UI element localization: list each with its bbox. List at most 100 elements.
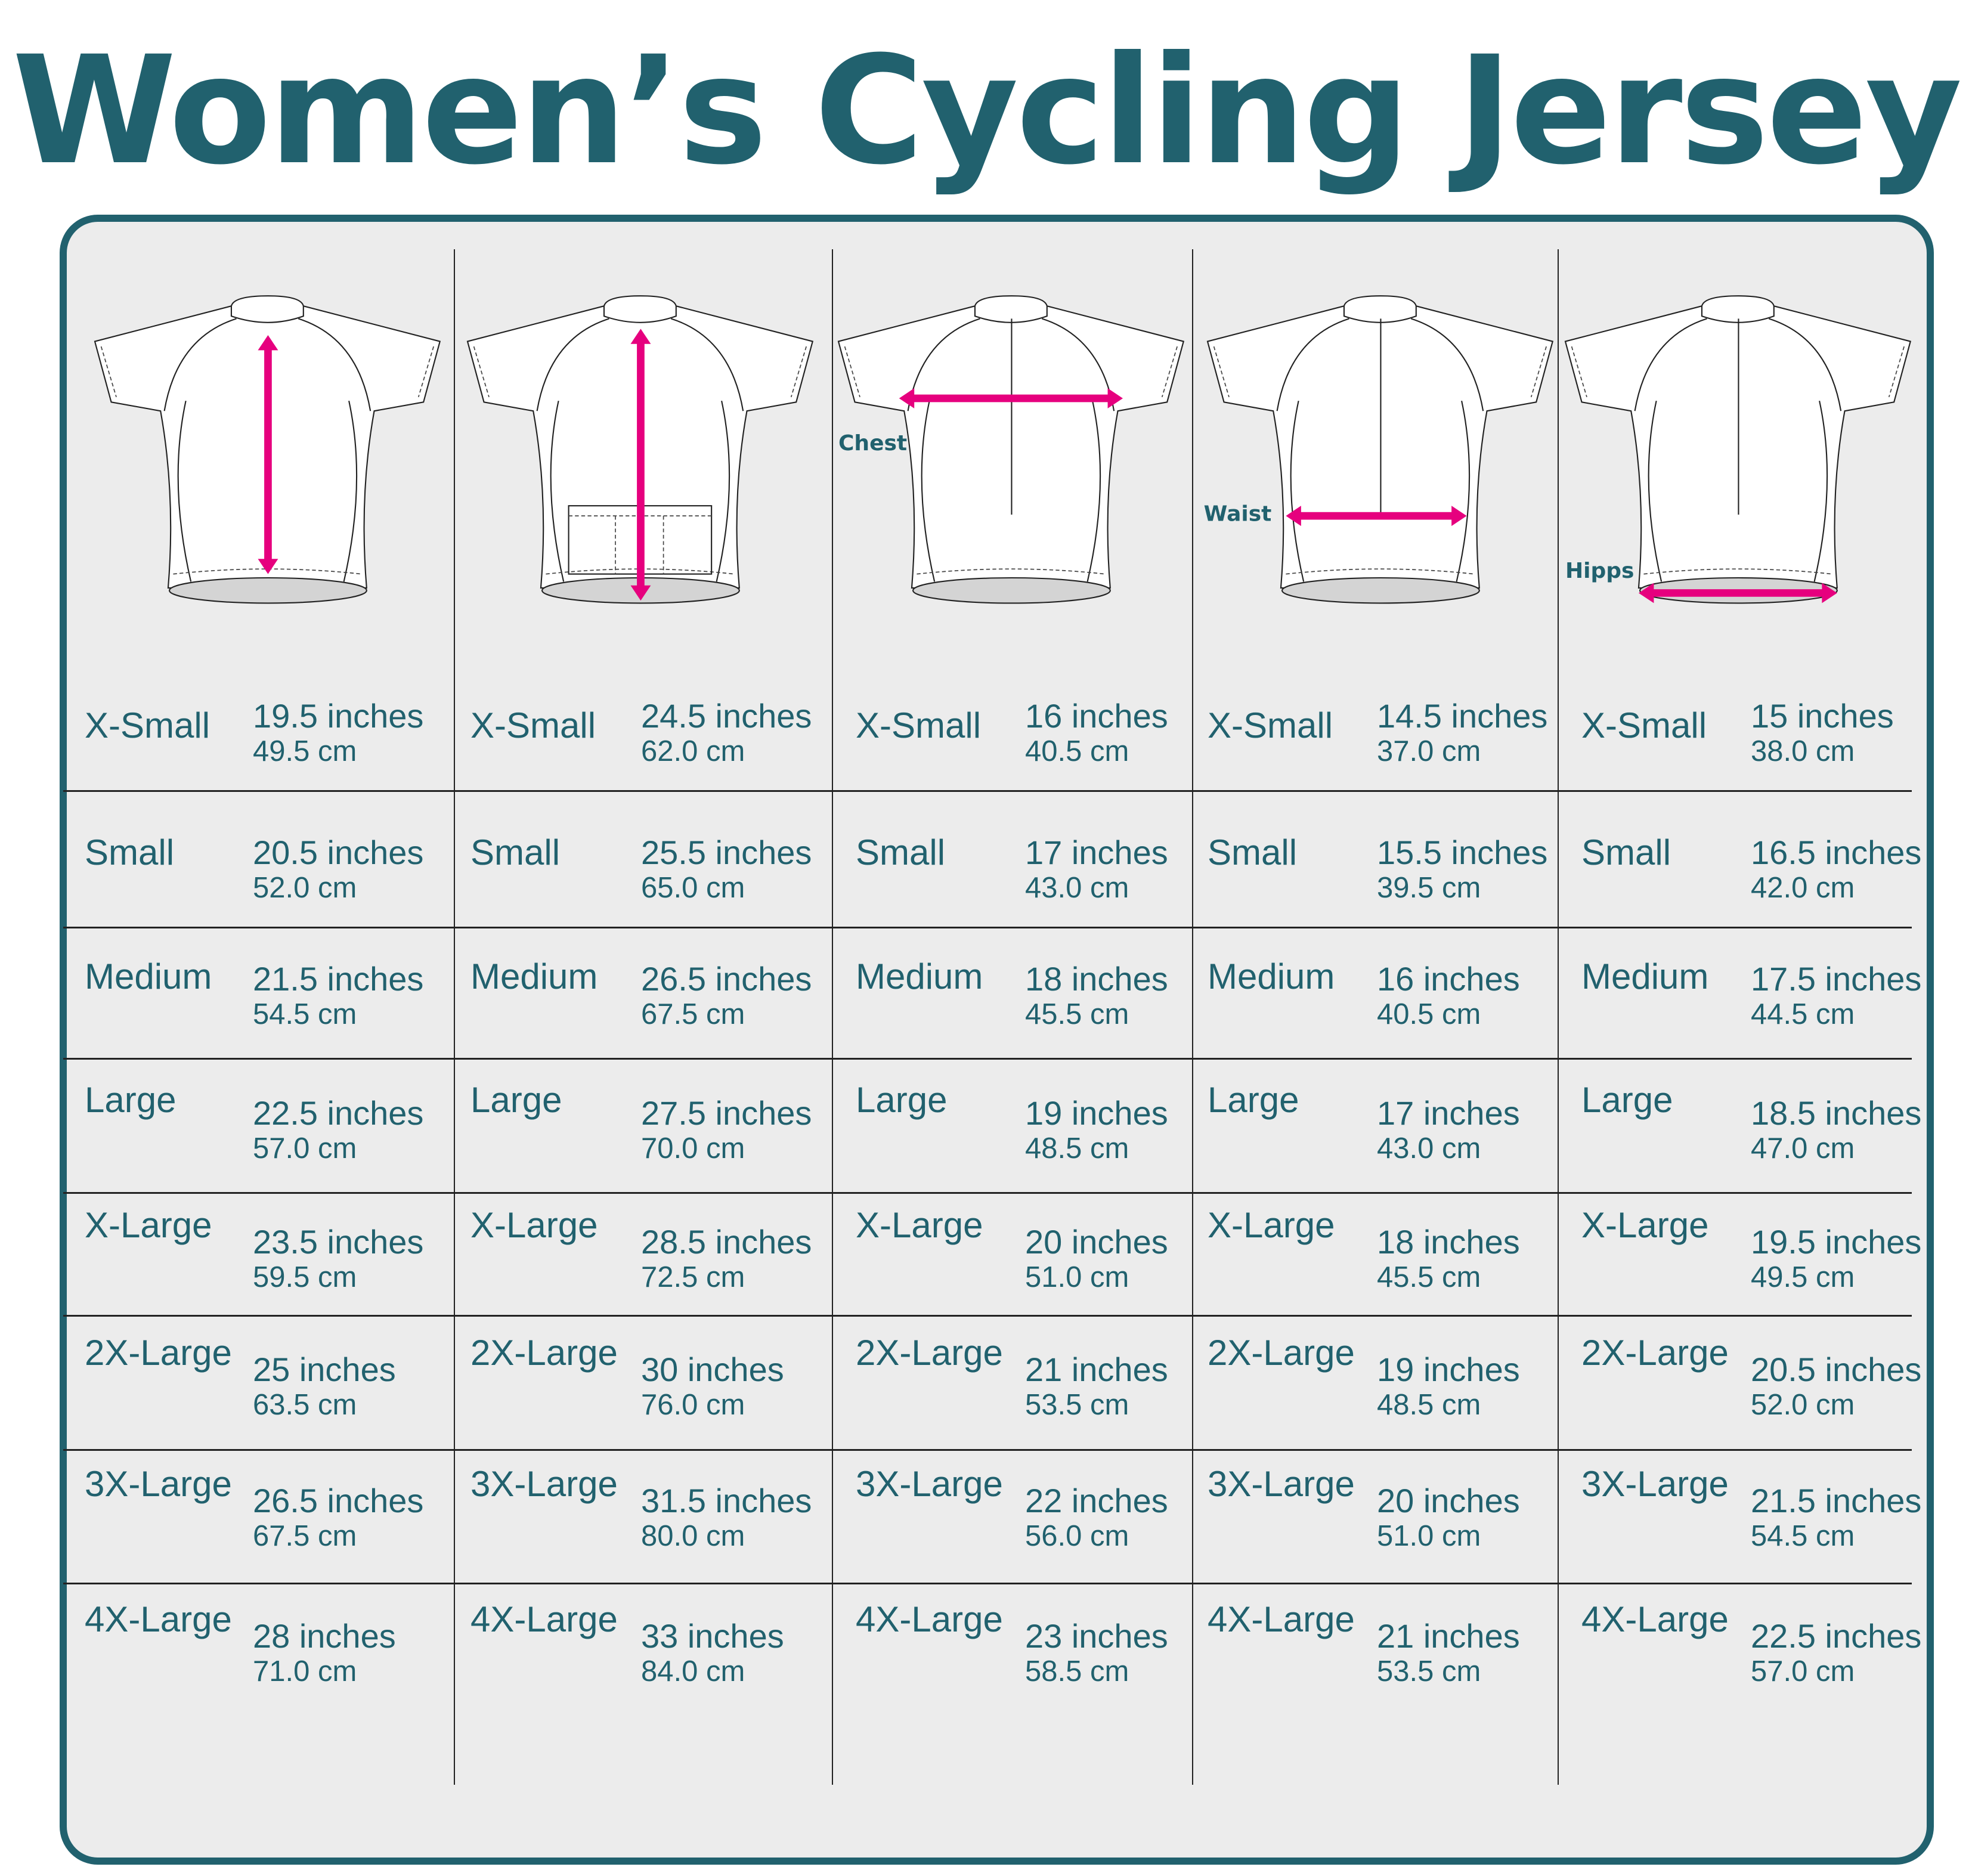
inches-value: 24.5 inches: [641, 697, 812, 735]
size-label: 2X-Large: [1208, 1333, 1355, 1373]
size-label: X-Small: [470, 705, 596, 745]
inches-value: 17.5 inches: [1751, 960, 1922, 998]
inches-value: 19.5 inches: [1751, 1223, 1922, 1261]
arrowhead: [630, 329, 651, 344]
size-label: Small: [1208, 832, 1298, 872]
size-label: X-Small: [1581, 705, 1707, 745]
cm-value: 48.5 cm: [1377, 1389, 1481, 1421]
inches-value: 16 inches: [1025, 697, 1168, 735]
column-divider: [454, 249, 455, 1785]
inches-value: 17 inches: [1025, 834, 1168, 871]
size-label: X-Small: [856, 705, 982, 745]
size-label: Small: [1581, 832, 1671, 872]
cm-value: 45.5 cm: [1377, 1261, 1481, 1293]
cm-value: 48.5 cm: [1025, 1132, 1129, 1165]
size-label: 2X-Large: [470, 1333, 618, 1373]
row-divider: [63, 927, 1912, 928]
cm-value: 71.0 cm: [253, 1655, 357, 1688]
size-label: Large: [470, 1080, 562, 1120]
inches-value: 23.5 inches: [253, 1223, 424, 1261]
cm-value: 76.0 cm: [641, 1389, 745, 1421]
size-label: Large: [856, 1080, 948, 1120]
inches-value: 26.5 inches: [641, 960, 812, 998]
inches-value: 15.5 inches: [1377, 834, 1548, 871]
column-divider: [1558, 249, 1559, 1785]
arrowhead: [630, 585, 651, 601]
size-label: X-Large: [85, 1205, 212, 1245]
cm-value: 70.0 cm: [641, 1132, 745, 1165]
size-label: Small: [85, 832, 175, 872]
inches-value: 20.5 inches: [1751, 1351, 1922, 1388]
inches-value: 17 inches: [1377, 1094, 1520, 1132]
size-label: 4X-Large: [470, 1599, 618, 1639]
size-label: X-Large: [856, 1205, 983, 1245]
arrowhead: [1638, 583, 1654, 603]
cm-value: 43.0 cm: [1025, 872, 1129, 904]
row-divider: [63, 1315, 1912, 1317]
inches-value: 26.5 inches: [253, 1482, 424, 1519]
jersey-length-front-diagram: [94, 295, 441, 604]
cm-value: 84.0 cm: [641, 1655, 745, 1688]
size-label: 4X-Large: [856, 1599, 1003, 1639]
cm-value: 39.5 cm: [1377, 872, 1481, 904]
cm-value: 44.5 cm: [1751, 998, 1855, 1030]
inches-value: 21.5 inches: [1751, 1482, 1922, 1519]
measure-label: Waist: [1204, 502, 1272, 527]
arrowhead: [899, 388, 915, 408]
inches-value: 19.5 inches: [253, 697, 424, 735]
inches-value: 22.5 inches: [253, 1094, 424, 1132]
size-label: 3X-Large: [856, 1464, 1003, 1504]
arrowhead: [1451, 506, 1467, 527]
inches-value: 33 inches: [641, 1617, 784, 1655]
size-label: Medium: [856, 956, 983, 996]
inches-value: 31.5 inches: [641, 1482, 812, 1519]
inches-value: 15 inches: [1751, 697, 1894, 735]
cm-value: 37.0 cm: [1377, 735, 1481, 767]
row-divider: [63, 790, 1912, 792]
size-label: Large: [1208, 1080, 1299, 1120]
inches-value: 20 inches: [1025, 1223, 1168, 1261]
cm-value: 54.5 cm: [253, 998, 357, 1030]
inches-value: 21 inches: [1377, 1617, 1520, 1655]
size-label: X-Small: [1208, 705, 1333, 745]
arrowhead: [1107, 388, 1123, 408]
cm-value: 67.5 cm: [641, 998, 745, 1030]
size-label: 2X-Large: [856, 1333, 1003, 1373]
arrowhead: [1822, 583, 1837, 603]
size-label: Medium: [1208, 956, 1335, 996]
inches-value: 25 inches: [253, 1351, 396, 1388]
cm-value: 52.0 cm: [253, 872, 357, 904]
jersey-hips-diagram: Hipps: [1564, 295, 1912, 604]
inches-value: 21.5 inches: [253, 960, 424, 998]
size-label: 4X-Large: [1581, 1599, 1729, 1639]
cm-value: 51.0 cm: [1377, 1520, 1481, 1552]
cm-value: 80.0 cm: [641, 1520, 745, 1552]
cm-value: 53.5 cm: [1025, 1389, 1129, 1421]
jersey-chest-diagram: Chest: [837, 295, 1185, 604]
cm-value: 40.5 cm: [1025, 735, 1129, 767]
arrowhead: [258, 559, 278, 574]
size-label: 3X-Large: [1581, 1464, 1729, 1504]
cm-value: 57.0 cm: [253, 1132, 357, 1165]
cm-value: 52.0 cm: [1751, 1389, 1855, 1421]
size-label: X-Large: [1208, 1205, 1335, 1245]
jersey-waist-diagram: Waist: [1204, 295, 1554, 604]
size-label: X-Large: [1581, 1205, 1709, 1245]
size-label: Medium: [470, 956, 598, 996]
size-label: 3X-Large: [1208, 1464, 1355, 1504]
inches-value: 22.5 inches: [1751, 1617, 1922, 1655]
size-label: Medium: [1581, 956, 1709, 996]
size-label: 4X-Large: [1208, 1599, 1355, 1639]
inches-value: 30 inches: [641, 1351, 784, 1388]
cm-value: 63.5 cm: [253, 1389, 357, 1421]
inches-value: 20.5 inches: [253, 834, 424, 871]
inches-value: 28.5 inches: [641, 1223, 812, 1261]
column-divider: [832, 249, 833, 1785]
inches-value: 14.5 inches: [1377, 697, 1548, 735]
inches-value: 16 inches: [1377, 960, 1520, 998]
cm-value: 47.0 cm: [1751, 1132, 1855, 1165]
inches-value: 22 inches: [1025, 1482, 1168, 1519]
measure-label: Hipps: [1565, 559, 1634, 583]
size-label: Small: [856, 832, 946, 872]
cm-value: 49.5 cm: [1751, 1261, 1855, 1293]
